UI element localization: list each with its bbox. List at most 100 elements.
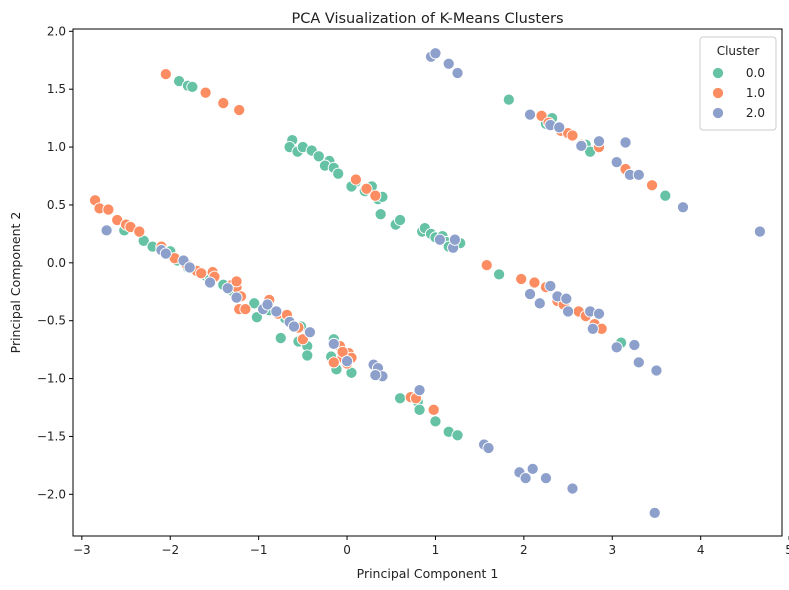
data-point	[632, 168, 645, 181]
x-tick-label: 0	[343, 543, 351, 557]
y-tick-label: 1.5	[47, 82, 66, 96]
legend-box	[699, 36, 777, 131]
data-point	[544, 279, 557, 293]
data-point	[239, 303, 252, 316]
x-axis: −3 −2 −1 0 1 2 3 4 5	[73, 536, 789, 557]
data-point	[592, 307, 606, 320]
x-tick-label: −2	[161, 543, 179, 557]
data-point	[482, 441, 495, 455]
data-point	[519, 472, 532, 485]
data-point	[203, 276, 217, 289]
data-point	[480, 259, 493, 272]
data-point	[287, 320, 301, 333]
data-point	[301, 349, 314, 362]
data-point	[186, 80, 199, 93]
data-point	[619, 136, 632, 149]
x-tick-label: −1	[250, 543, 268, 557]
data-point	[427, 403, 440, 416]
data-point	[553, 121, 566, 134]
y-axis-label: Principal Component 2	[8, 212, 23, 354]
data-point	[645, 179, 659, 192]
data-point	[360, 182, 373, 195]
y-tick-label: −2.0	[37, 487, 66, 501]
data-point	[233, 103, 246, 117]
plot-frame	[72, 28, 783, 537]
data-point	[429, 415, 442, 428]
data-point	[753, 225, 766, 238]
y-tick-label: 1.0	[47, 140, 66, 154]
data-point	[413, 384, 426, 397]
x-axis-label: Principal Component 1	[357, 566, 499, 581]
data-point	[566, 482, 579, 495]
data-point	[526, 462, 539, 475]
data-point	[261, 298, 274, 311]
data-point	[659, 189, 672, 202]
data-point	[628, 338, 641, 352]
x-tick-label: 5	[785, 543, 789, 557]
legend-label: 1.0	[746, 86, 765, 100]
data-point	[230, 291, 243, 304]
data-point	[586, 322, 599, 335]
legend-entries: 0.0 1.0 2.0	[711, 66, 765, 120]
data-point	[562, 305, 575, 318]
y-tick-label: −1.5	[37, 429, 66, 443]
data-point	[100, 224, 113, 237]
x-tick-label: 2	[520, 543, 528, 557]
data-point	[676, 201, 690, 214]
legend-marker	[711, 86, 725, 100]
data-point	[217, 97, 230, 110]
data-point	[312, 150, 325, 163]
y-tick-label: 0.5	[47, 198, 66, 212]
points-layer	[89, 47, 766, 519]
y-tick-label: 0.0	[47, 256, 66, 270]
data-point	[566, 129, 579, 142]
data-point	[515, 272, 528, 286]
data-point	[250, 311, 263, 324]
x-tick-label: 4	[697, 543, 705, 557]
legend-marker	[711, 66, 725, 80]
legend-label: 0.0	[746, 66, 765, 80]
data-point	[610, 341, 623, 354]
data-point	[183, 261, 196, 274]
y-tick-label: −0.5	[37, 314, 66, 328]
data-point	[394, 392, 407, 405]
data-point	[610, 156, 623, 169]
y-tick-label: 2.0	[47, 24, 66, 38]
data-point	[369, 189, 382, 202]
data-point	[493, 268, 506, 281]
data-point	[270, 305, 283, 318]
data-point	[102, 203, 115, 216]
x-tick-label: 1	[432, 543, 440, 557]
y-axis: −2.0 −1.5 −1.0 −0.5 0.0 0.5 1.0 1.5 2.0	[37, 24, 73, 501]
series-2.0	[100, 47, 766, 519]
data-point	[413, 403, 426, 416]
data-point	[327, 356, 340, 369]
data-point	[451, 429, 464, 442]
data-point	[221, 282, 234, 295]
data-point	[592, 135, 606, 148]
data-point	[528, 276, 541, 289]
data-point	[369, 369, 382, 382]
data-point	[159, 247, 172, 260]
legend-label: 2.0	[746, 106, 765, 120]
data-point	[195, 267, 208, 280]
legend-marker	[711, 106, 725, 120]
data-point	[575, 139, 588, 152]
data-point	[332, 167, 345, 180]
data-point	[429, 47, 442, 60]
data-point	[159, 68, 172, 81]
data-point	[230, 275, 243, 288]
data-point	[533, 297, 546, 310]
data-point	[433, 233, 446, 246]
x-tick-label: 3	[608, 543, 616, 557]
data-point	[303, 326, 316, 339]
data-point	[341, 355, 354, 368]
chart-title: PCA Visualization of K-Means Clusters	[291, 11, 563, 27]
data-point	[133, 225, 146, 238]
data-point	[349, 173, 362, 186]
data-point	[248, 297, 261, 310]
data-point	[560, 292, 573, 305]
data-point	[650, 364, 663, 377]
data-point	[327, 337, 340, 350]
